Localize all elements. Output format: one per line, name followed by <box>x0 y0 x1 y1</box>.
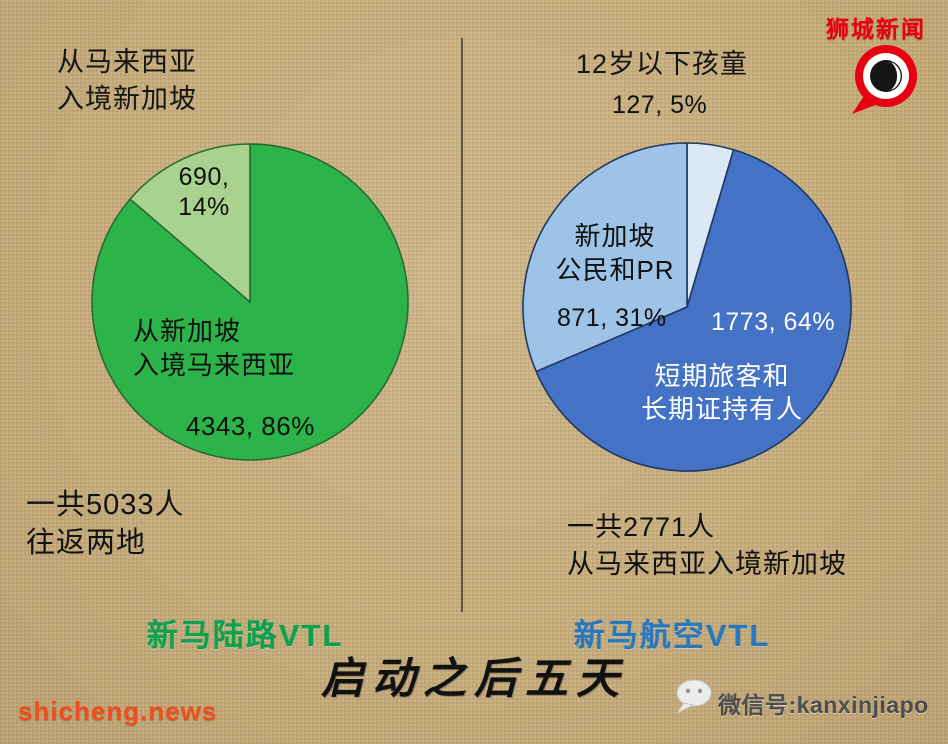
pie-slice <box>535 148 852 472</box>
right-chart-header: 12岁以下孩童 <box>576 49 749 79</box>
left-small-slice-label: 690, 14% <box>156 162 252 222</box>
wechat-icon <box>676 679 712 714</box>
left-small-slice-value: 690, <box>178 163 230 191</box>
pie-slice <box>522 142 688 373</box>
right-citizens-line1: 新加坡 <box>574 221 656 251</box>
left-header-line1: 从马来西亚 <box>57 47 197 77</box>
wechat-id: 微信号:kanxinjiapo <box>718 692 929 718</box>
left-small-slice-pct: 14% <box>178 193 230 221</box>
left-total-line2: 往返两地 <box>26 527 147 559</box>
right-shortterm-label: 短期旅客和 长期证持有人 <box>633 360 811 426</box>
logo-bubble-tail <box>852 96 878 114</box>
right-shortterm-line1: 短期旅客和 <box>654 361 790 391</box>
right-pie-chart <box>522 142 852 472</box>
section-divider <box>461 38 463 612</box>
right-children-value: 127, 5% <box>612 91 708 119</box>
right-total: 一共2771人 从马来西亚入境新加坡 <box>567 509 847 583</box>
right-total-line1: 一共2771人 <box>567 512 716 542</box>
brand-name: 狮城新闻 <box>826 16 926 42</box>
right-chart-caption: 新马航空VTL <box>573 618 771 653</box>
left-header-line2: 入境新加坡 <box>57 84 197 114</box>
right-citizens-value: 871, 31% <box>557 304 667 332</box>
right-citizens-label: 新加坡 公民和PR <box>535 219 695 287</box>
left-total-line1: 一共5033人 <box>26 489 185 521</box>
pie-slice <box>129 143 251 303</box>
left-total: 一共5033人 往返两地 <box>26 486 185 562</box>
right-shortterm-value: 1773, 64% <box>711 308 836 336</box>
footer-title: 启动之后五天 <box>321 654 627 704</box>
right-total-line2: 从马来西亚入境新加坡 <box>567 549 847 579</box>
left-pie-chart <box>91 143 409 461</box>
right-citizens-line2: 公民和PR <box>555 255 675 285</box>
left-chart-header: 从马来西亚 入境新加坡 <box>57 44 197 118</box>
left-chart-caption: 新马陆路VTL <box>146 618 344 653</box>
left-big-slice-value: 4343, 86% <box>186 411 315 441</box>
left-big-slice-line1: 从新加坡 <box>133 316 242 346</box>
right-shortterm-line2: 长期证持有人 <box>640 394 803 424</box>
left-big-slice-line2: 入境马来西亚 <box>133 350 296 380</box>
brand-logo-icon <box>852 45 917 114</box>
site-url: shicheng.news <box>18 696 218 726</box>
left-big-slice-label: 从新加坡 入境马来西亚 <box>133 314 295 382</box>
